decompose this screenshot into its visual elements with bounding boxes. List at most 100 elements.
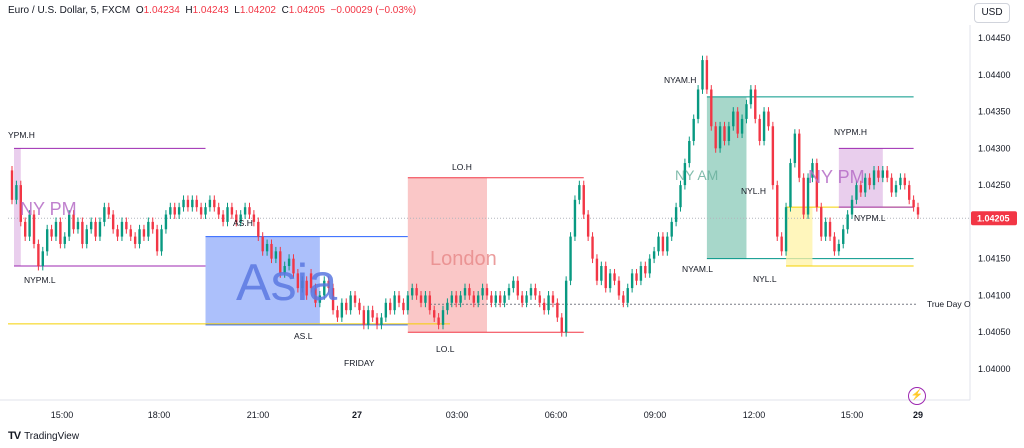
candle-body [705,60,709,90]
candle-body [736,111,739,134]
candle-body [107,207,110,215]
x-tick-label: 29 [913,410,923,420]
candle-body [780,236,783,252]
y-tick-label: 1.04300 [978,143,1011,153]
candle-body [362,310,366,325]
candle-body [406,295,410,311]
candle-body [560,317,563,333]
candle-body [798,133,801,178]
candle-body [749,89,753,105]
current-price-tag [971,211,1017,226]
change-value: −0.00029 (−0.03%) [330,5,417,16]
candle-body [701,60,704,90]
candle-body [327,280,330,289]
candle-body [556,302,559,318]
candle-body [72,214,75,230]
candle-body [371,310,374,318]
candle-body [679,185,682,208]
close-value: 1.04205 [288,5,325,16]
candle-body [279,251,282,274]
candle-body [98,221,102,237]
candle-body [525,295,528,303]
candle-body [767,111,770,127]
candle-body [815,163,819,208]
candle-body [336,310,339,318]
candle-body [67,214,71,237]
candle-body [151,221,154,230]
candle-body [199,207,203,215]
candle-body [120,221,124,237]
tradingview-mark-icon: TV [8,430,21,442]
candle-body [367,310,370,325]
candle-body [547,295,550,311]
candle-body [569,236,572,281]
candle-body [10,170,14,200]
candle-body [208,199,212,208]
candle-body [476,295,480,303]
candle-body [644,266,647,274]
candle-body [45,229,49,252]
candle-body [652,251,656,259]
candle-body [204,207,207,215]
candle-body [710,89,713,127]
candle-body [578,185,581,200]
candle-body [688,140,691,164]
label-as-h: AS.H [233,218,253,228]
label-nyl-h: NYL.H [741,186,766,196]
candle-body [648,258,651,274]
candle-body [842,229,845,244]
lightning-icon[interactable]: ⚡ [908,387,926,405]
x-tick-label: 21:00 [247,410,270,420]
box-label-london: London [430,248,497,270]
candle-body [793,133,797,164]
candle-body [622,295,625,303]
candle-body [872,170,876,186]
candle-body [908,185,911,200]
candle-body [283,266,286,274]
y-tick-label: 1.04350 [978,107,1011,117]
candle-body [270,243,273,259]
session-box-0 [14,148,21,267]
candle-body [129,229,132,237]
candle-body [714,126,717,149]
candle-body [331,288,335,311]
candle-body [415,288,418,296]
tradingview-logo[interactable]: TV TradingView [8,430,80,442]
candle-body [160,229,163,252]
candle-body [912,199,915,208]
candle-body [490,295,493,303]
candle-body [411,288,414,296]
candle-body [630,273,634,289]
candle-body [666,236,669,252]
x-tick-label: 06:00 [545,410,568,420]
candle-body [195,199,198,208]
candle-body [384,302,388,318]
candle-body [696,89,700,119]
candle-body [784,207,788,252]
candle-body [226,207,229,222]
candle-body [732,111,735,127]
candle-body [890,177,893,193]
candle-body [864,177,867,193]
candle-body [239,214,242,222]
candle-body [573,199,577,237]
candle-body [59,221,62,244]
candle-body [613,273,616,281]
candle-body [182,199,185,208]
candle-body [111,214,115,230]
label-friday: FRIDAY [344,358,375,368]
candle-body [833,236,836,252]
candle-body [402,302,405,311]
candle-body [397,295,401,303]
currency-button[interactable]: USD [974,3,1010,23]
candle-body [186,199,190,208]
candle-body [424,295,427,303]
candle-body [564,280,568,333]
label-nypm-h: NYPM.H [834,127,867,137]
candle-body [855,185,858,200]
candle-body [762,111,766,141]
candle-body [626,288,629,303]
candle-body [345,302,348,311]
candle-body [375,317,379,325]
